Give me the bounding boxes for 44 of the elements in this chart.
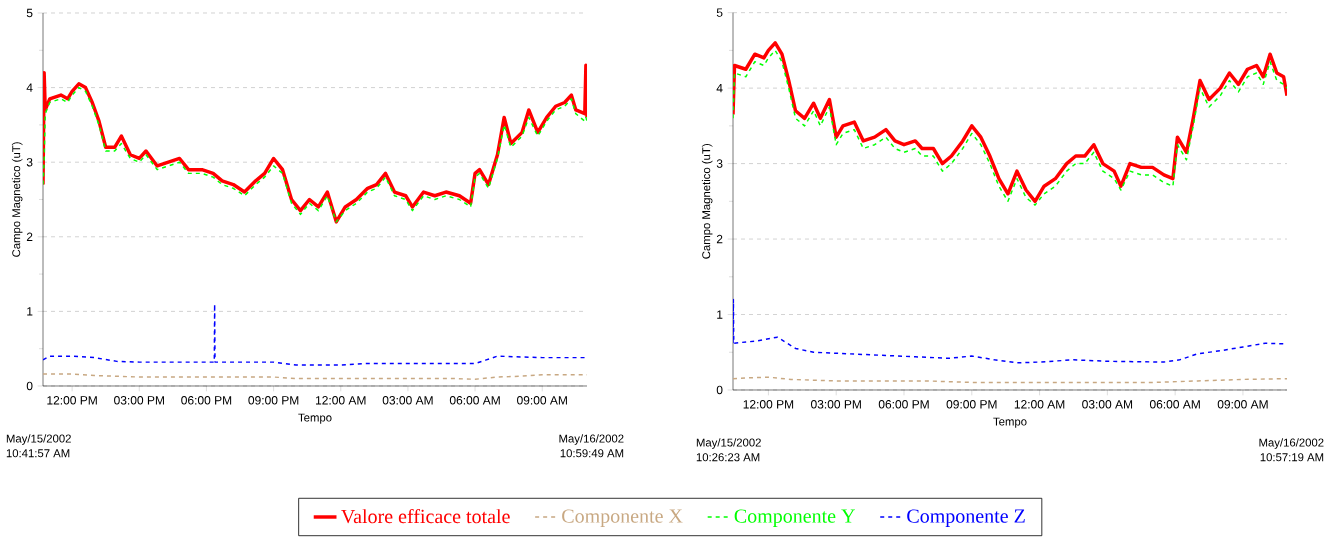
y-tick-label: 5: [716, 8, 723, 17]
x-tick-label: 03:00 AM: [1082, 400, 1133, 409]
legend-label: Valore efficace totale: [341, 508, 510, 524]
y-tick-label: 4: [26, 83, 33, 92]
x-tick-label: 12:00 AM: [316, 396, 366, 405]
y-tick-label: 5: [26, 8, 33, 18]
y-tick-label: 0: [26, 381, 33, 391]
legend-label: Componente X: [562, 509, 683, 527]
text: 10:26:23 AM: [696, 453, 760, 462]
text: May/15/2002: [696, 438, 761, 449]
text: May/16/2002: [559, 434, 624, 445]
x-tick-label: 06:00 AM: [1149, 400, 1200, 409]
x-tick-label: 06:00 PM: [878, 400, 929, 409]
x-tick-label: 09:00 AM: [1217, 400, 1268, 409]
y-tick-label: 1: [27, 307, 33, 316]
x-tick-label: 09:00 AM: [517, 396, 567, 405]
text: 10:41:57 AM: [6, 449, 70, 458]
x-tick-label: 12:00 AM: [1014, 400, 1065, 409]
x-tick-label: 03:00 PM: [114, 396, 164, 405]
y-tick-label: 2: [716, 234, 723, 244]
y-tick-label: 0: [716, 385, 723, 395]
x-axis-title: Tempo: [993, 417, 1027, 428]
legend-label: Componente Z: [907, 509, 1025, 527]
x-tick-label: 12:00 PM: [47, 396, 97, 405]
text: 10:59:49 AM: [560, 449, 624, 458]
y-tick-label: 4: [716, 83, 723, 93]
y-tick-label: 3: [716, 159, 723, 168]
legend-label: Componente Y: [734, 509, 855, 527]
text: May/15/2002: [6, 434, 71, 445]
y-axis-title: Campo Magnetico (uT): [701, 144, 713, 259]
y-tick-label: 1: [717, 310, 723, 319]
y-tick-label: 2: [26, 232, 33, 241]
text: 10:57:19 AM: [1260, 453, 1324, 462]
x-tick-label: 06:00 PM: [181, 396, 232, 405]
x-tick-label: 06:00 AM: [449, 396, 500, 405]
x-tick-label: 09:00 PM: [946, 400, 997, 409]
x-tick-label: 09:00 PM: [248, 396, 299, 405]
x-axis-title: Tempo: [298, 413, 332, 424]
x-tick-label: 03:00 PM: [810, 400, 861, 409]
y-tick-label: 3: [26, 157, 33, 167]
x-tick-label: 12:00 PM: [743, 400, 794, 409]
x-tick-label: 03:00 AM: [382, 396, 433, 405]
text: May/16/2002: [1259, 438, 1324, 449]
y-axis-title: Campo Magnetico (uT): [11, 142, 23, 257]
